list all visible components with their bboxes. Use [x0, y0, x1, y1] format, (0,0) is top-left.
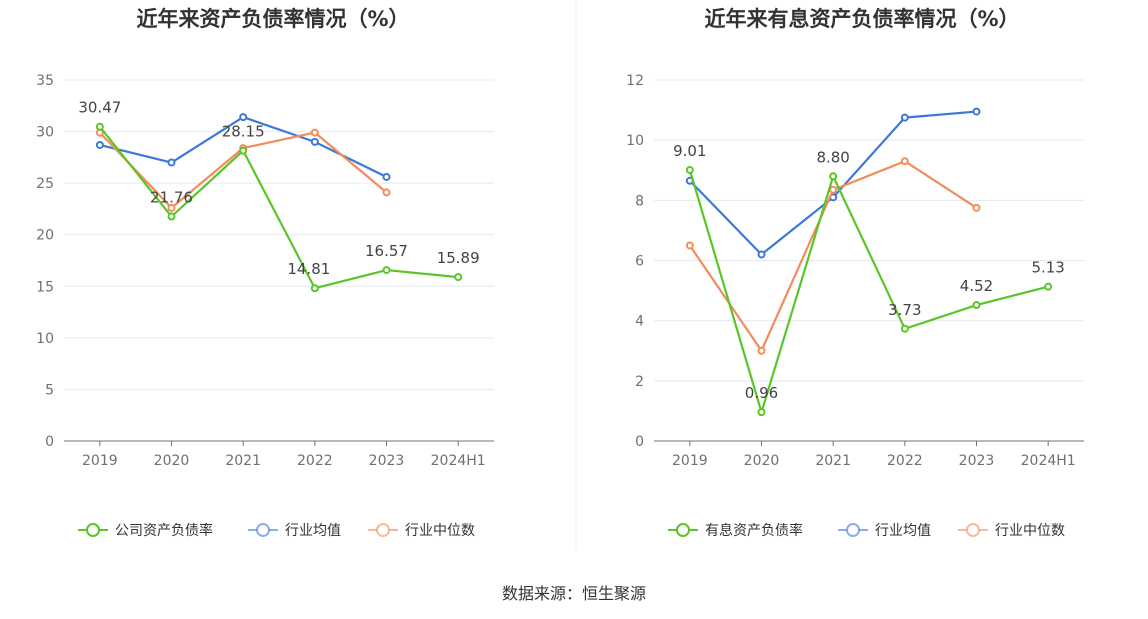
data-label: 3.73	[888, 301, 921, 319]
y-tick-label: 5	[45, 382, 54, 398]
data-point	[95, 122, 104, 131]
data-point	[829, 172, 838, 181]
data-label: 14.81	[287, 260, 330, 278]
data-point	[685, 165, 694, 174]
legend-swatch-marker	[676, 523, 690, 537]
data-point	[900, 113, 909, 122]
chart-interest-debt-ratio: 近年来有息资产负债率情况（%） 0 2 4 6 8 10 12 2019 2020 2021 2022…	[626, 7, 1084, 539]
data-label: 16.57	[365, 242, 408, 260]
data-point	[757, 408, 766, 417]
y-tick-label: 0	[45, 434, 54, 450]
data-point	[757, 346, 766, 355]
chart-debt-ratio: 近年来资产负债率情况（%） 0 5 10 15 20 25 30 35 2019 2020 2021 2…	[36, 7, 494, 539]
legend-item[interactable]: 公司资产负债率	[78, 522, 213, 539]
data-point	[310, 284, 319, 293]
x-tick-label: 2021	[815, 453, 851, 469]
data-label: 9.01	[673, 142, 706, 160]
legend-label: 行业中位数	[995, 523, 1065, 539]
data-point	[239, 113, 248, 122]
x-tick-label: 2023	[959, 453, 995, 469]
y-tick-label: 35	[36, 73, 54, 89]
y-tick-label: 0	[635, 434, 644, 450]
x-tick-label: 2020	[154, 453, 190, 469]
data-label: 0.96	[745, 384, 778, 402]
x-tick-label: 2019	[672, 453, 708, 469]
data-point	[167, 158, 176, 167]
y-tick-label: 15	[36, 279, 54, 295]
y-tick-label: 30	[36, 125, 54, 141]
data-label: 15.89	[437, 249, 480, 267]
x-tick-label: 2021	[225, 453, 261, 469]
data-point	[310, 128, 319, 137]
y-tick-label: 12	[626, 73, 644, 89]
series-line	[688, 169, 1049, 416]
data-point	[382, 172, 391, 181]
legend-item[interactable]: 行业均值	[838, 523, 931, 539]
legend-label: 行业均值	[875, 523, 931, 539]
legend-swatch-marker	[376, 523, 390, 537]
data-point	[1044, 282, 1053, 291]
legend-label: 有息资产负债率	[705, 522, 803, 539]
data-point	[972, 301, 981, 310]
data-point	[685, 241, 694, 250]
chart-title: 近年来有息资产负债率情况（%）	[704, 7, 1019, 31]
legend-label: 行业中位数	[405, 523, 475, 539]
data-label: 8.80	[816, 148, 849, 166]
data-label: 5.13	[1031, 259, 1064, 277]
legend-item[interactable]: 有息资产负债率	[668, 522, 803, 539]
legend-swatch-marker	[966, 523, 980, 537]
data-point	[972, 107, 981, 116]
legend-label: 行业均值	[285, 523, 341, 539]
data-point	[972, 203, 981, 212]
y-tick-label: 4	[635, 314, 644, 330]
data-point	[757, 250, 766, 259]
x-tick-label: 2020	[744, 453, 780, 469]
data-point	[382, 266, 391, 275]
data-point	[900, 324, 909, 333]
data-point	[454, 273, 463, 282]
x-tick-label: 2024H1	[1021, 453, 1076, 469]
data-label: 30.47	[78, 99, 121, 117]
legend-swatch-marker	[86, 523, 100, 537]
y-tick-label: 6	[635, 254, 644, 270]
x-tick-label: 2019	[82, 453, 118, 469]
data-label: 4.52	[960, 277, 993, 295]
legend-swatch-marker	[846, 523, 860, 537]
x-tick-label: 2022	[297, 453, 333, 469]
y-tick-label: 25	[36, 176, 54, 192]
x-tick-label: 2022	[887, 453, 923, 469]
x-tick-label: 2024H1	[431, 453, 486, 469]
data-point	[382, 188, 391, 197]
data-point	[167, 203, 176, 212]
legend-item[interactable]: 行业均值	[248, 523, 341, 539]
legend-swatch-marker	[256, 523, 270, 537]
data-label: 21.76	[150, 189, 193, 207]
data-point	[167, 212, 176, 221]
data-point	[310, 137, 319, 146]
series-line	[689, 110, 977, 256]
x-tick-label: 2023	[369, 453, 405, 469]
data-point	[239, 146, 248, 155]
chart-title: 近年来资产负债率情况（%）	[136, 7, 409, 31]
legend-item[interactable]: 行业中位数	[958, 523, 1065, 539]
data-label: 28.15	[222, 123, 265, 141]
data-source-note: 数据来源：恒生聚源	[501, 584, 646, 603]
legend-item[interactable]: 行业中位数	[368, 523, 475, 539]
y-tick-label: 10	[36, 331, 54, 347]
legend-label: 公司资产负债率	[115, 522, 213, 539]
data-point	[900, 157, 909, 166]
y-tick-label: 2	[635, 374, 644, 390]
data-point	[829, 185, 838, 194]
y-tick-label: 8	[635, 193, 644, 209]
y-tick-label: 20	[36, 228, 54, 244]
series-line	[98, 126, 459, 290]
y-tick-label: 10	[626, 133, 644, 149]
data-point	[95, 140, 104, 149]
series-line	[99, 131, 388, 210]
